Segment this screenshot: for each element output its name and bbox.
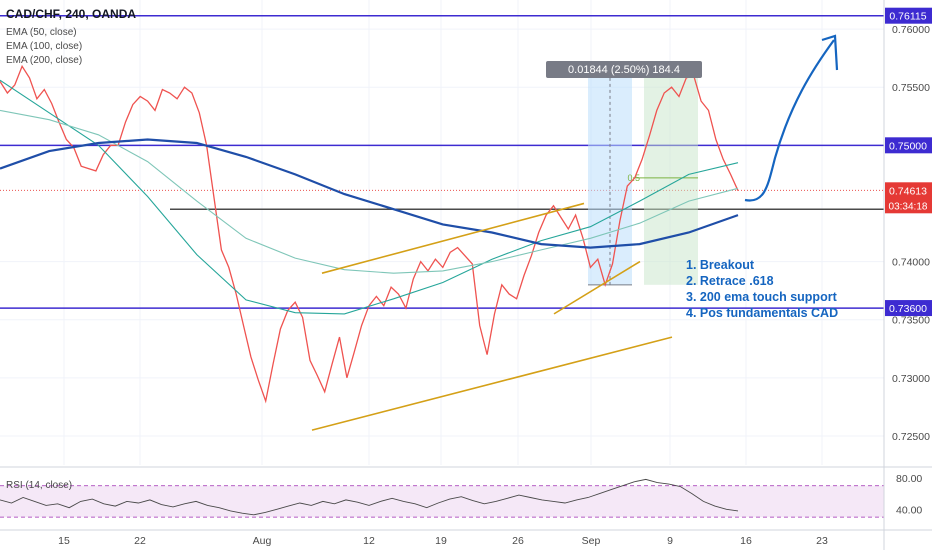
date-tick-4: 19 [435, 535, 447, 547]
last-price-badge [885, 182, 932, 214]
lower-channel-line [311, 336, 673, 431]
position-range-box [644, 69, 698, 285]
countdown-badge-text: 03:34:18 [889, 201, 928, 212]
fib-label-1: 0.5 [627, 173, 640, 183]
date-tick-6: Sep [582, 535, 601, 547]
level-badge-2 [885, 300, 932, 317]
price-badges: 0.76115 0.75000 0.73600 0.74613 03:34:18 [885, 7, 932, 317]
measure-tool: 00.5 [588, 65, 698, 286]
series-3 [0, 138, 739, 249]
date-tick-7: 9 [667, 535, 673, 547]
price-tick-1: 0.75500 [892, 82, 930, 94]
indicator-label-ema50: EMA (50, close) [6, 27, 77, 38]
series-2 [0, 109, 739, 274]
level-badge-text-1: 0.75000 [889, 140, 927, 152]
level-badge-text-0: 0.76115 [889, 11, 926, 23]
date-tick-2: Aug [253, 535, 272, 547]
price-tick-3: 0.73500 [892, 315, 930, 327]
date-tick-0: 15 [58, 535, 70, 547]
rsi-tick-0: 80.00 [896, 473, 922, 485]
horizontal-levels [0, 14, 884, 309]
measure-range-box [588, 69, 632, 285]
level-badge-1 [885, 137, 932, 154]
price-tick-5: 0.72500 [892, 431, 930, 443]
price-and-ema-series [0, 64, 739, 404]
level-badge-0 [885, 7, 932, 24]
measure-label-box [546, 61, 702, 78]
date-tick-9: 23 [816, 535, 828, 547]
rsi-line [0, 478, 739, 516]
price-tick-0: 0.76000 [892, 24, 930, 36]
indicator-label-ema200: EMA (200, close) [6, 55, 82, 66]
annotation-2: 2. Retrace .618 [686, 274, 774, 288]
date-tick-5: 26 [512, 535, 524, 547]
price-tick-4: 0.73000 [892, 373, 930, 385]
forecast-arrow-path [744, 39, 835, 202]
rsi-title: RSI (14, close) [6, 480, 72, 491]
rsi-pane [0, 466, 932, 518]
date-tick-1: 22 [134, 535, 146, 547]
annotation-3: 3. 200 ema touch support [686, 290, 838, 304]
annotation-list: 1. Breakout 2. Retrace .618 3. 200 ema t… [686, 258, 838, 320]
level-badge-text-2: 0.73600 [889, 303, 927, 315]
symbol-title: CAD/CHF, 240, OANDA [6, 7, 136, 21]
last-price-badge-text: 0.74613 [889, 185, 927, 197]
series-1 [0, 79, 739, 315]
series-0 [0, 64, 739, 404]
upper-channel-line [321, 202, 585, 274]
measure-label: 0.01844 (2.50%) 184.4 [568, 64, 680, 76]
price-tick-2: 0.74000 [892, 257, 930, 269]
flag-lower-line [553, 260, 641, 315]
date-tick-8: 16 [740, 535, 752, 547]
forecast-arrow [744, 34, 839, 202]
indicator-label-ema100: EMA (100, close) [6, 41, 82, 52]
annotation-1: 1. Breakout [686, 258, 755, 272]
annotation-4: 4. Pos fundamentals CAD [686, 306, 838, 320]
forecast-arrow-head [821, 34, 839, 71]
trend-lines [311, 202, 673, 431]
date-tick-3: 12 [363, 535, 375, 547]
rsi-tick-1: 40.00 [896, 504, 922, 516]
